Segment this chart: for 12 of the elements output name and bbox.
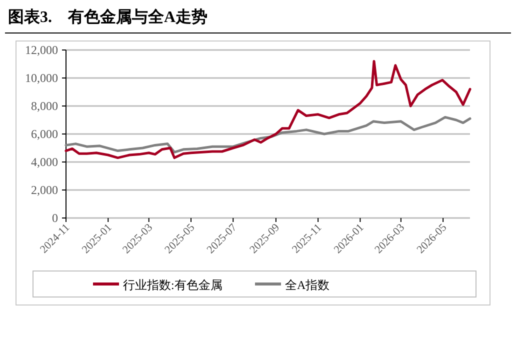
chart-title: 图表3. 有色金属与全A走势 xyxy=(8,8,208,26)
legend-label: 行业指数:有色金属 xyxy=(123,278,222,292)
y-tick-label: 10,000 xyxy=(25,71,58,85)
y-tick-label: 0 xyxy=(52,211,58,225)
line-series xyxy=(64,60,472,160)
y-tick-label: 6,000 xyxy=(31,127,58,141)
y-tick-label: 2,000 xyxy=(31,183,58,197)
legend-label: 全A指数 xyxy=(285,278,330,292)
y-tick-label: 8,000 xyxy=(31,99,58,113)
y-tick-label: 4,000 xyxy=(31,155,58,169)
line-series xyxy=(64,116,472,154)
y-tick-label: 12,000 xyxy=(25,43,58,57)
